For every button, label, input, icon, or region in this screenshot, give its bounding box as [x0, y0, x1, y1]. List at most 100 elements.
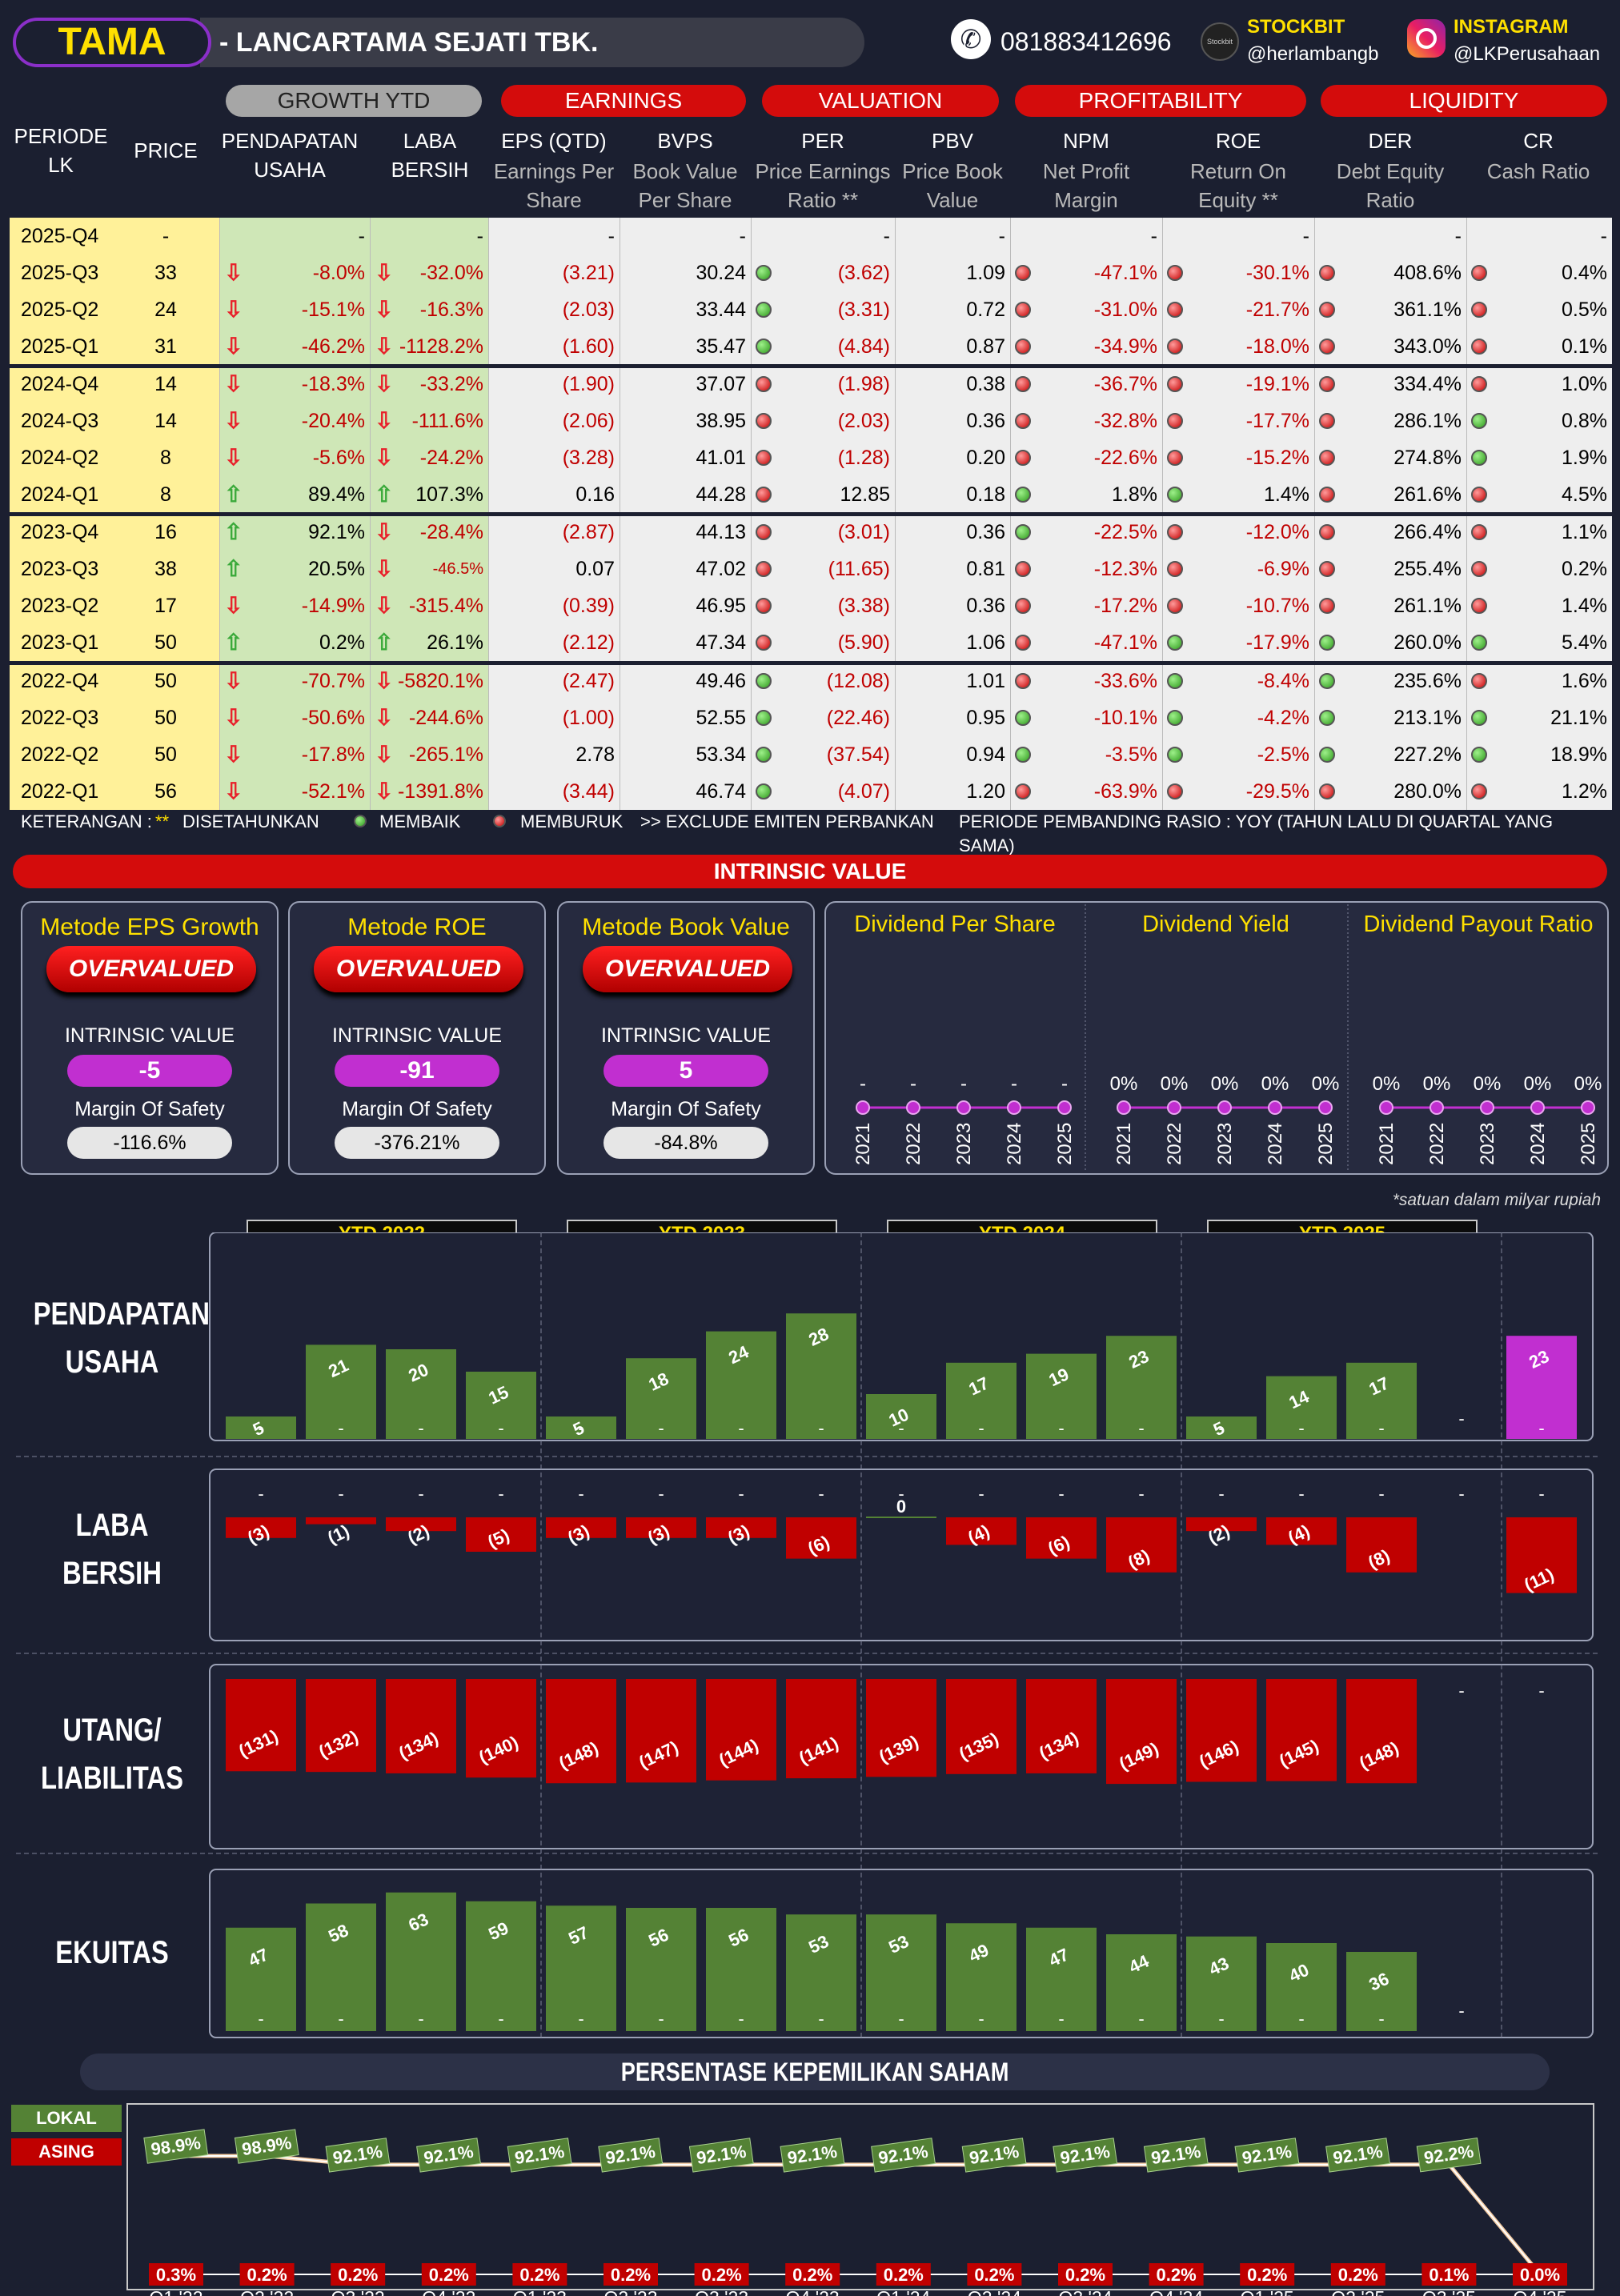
asing-label: 0.2%	[247, 2265, 287, 2285]
red-dot-icon	[1167, 265, 1183, 281]
bar-dash-label: -	[1538, 1418, 1544, 1438]
red-dot-icon	[1167, 376, 1183, 392]
red-dot-icon	[1319, 487, 1335, 503]
quarter-label: Q1 '22	[149, 2287, 202, 2296]
lokal-label: 98.9%	[234, 2129, 299, 2164]
green-dot-icon	[756, 673, 772, 689]
netincome-bar	[1266, 1517, 1337, 1545]
revenue-bar	[306, 1344, 376, 1439]
legend-memburuk: MEMBURUK	[520, 811, 624, 831]
row-pbv: 0.18	[895, 476, 1010, 513]
lokal-label: 92.1%	[961, 2138, 1027, 2173]
row-der: 213.1%	[1314, 699, 1466, 736]
row-cr: 1.4%	[1466, 587, 1612, 624]
legend-membaik: MEMBAIK	[379, 811, 461, 831]
legend-periode: PERIODE PEMBANDING RASIO : YOY (TAHUN LA…	[959, 811, 1554, 855]
row-per: (3.01)	[751, 514, 895, 551]
section-laba: LABA BERSIH	[34, 1501, 191, 1597]
arrow-down-icon: ⇩	[375, 297, 394, 322]
whatsapp-icon: ✆	[951, 19, 991, 59]
red-dot-icon	[1471, 561, 1487, 577]
mos-label: Margin Of Safety	[74, 1098, 225, 1120]
lokal-label: 92.1%	[507, 2138, 572, 2173]
section-laba-label: LABA BERSIH	[62, 1508, 162, 1591]
red-dot-icon	[1015, 598, 1031, 614]
dividend-value: -	[860, 1073, 866, 1095]
ownership-title-bar: PERSENTASE KEPEMILIKAN SAHAM	[80, 2054, 1550, 2090]
liability-bar	[706, 1679, 776, 1781]
row-bvps: 30.24	[620, 254, 751, 291]
table-row: 2023-Q4 16 92.1% ⇧ -28.4% ⇩ (2.87) 44.13 (3.01) 0…	[10, 514, 1612, 551]
row-price: 14	[112, 366, 219, 403]
asing-label: 0.2%	[338, 2265, 378, 2285]
asing-label: 0.0%	[1520, 2265, 1560, 2285]
row-price: 8	[112, 476, 219, 513]
row-period: 2023-Q4	[10, 514, 112, 551]
bar-value-label: 0	[896, 1497, 906, 1517]
row-eps: (3.44)	[488, 773, 620, 810]
liability-bar	[946, 1679, 1017, 1774]
bar-dash-label: -	[1538, 1484, 1544, 1504]
arrow-up-icon: ⇧	[224, 482, 243, 507]
dividend-value: -	[960, 1073, 967, 1095]
col-roe: ROE	[1215, 129, 1261, 153]
section-pendapatan-label: PENDAPATAN USAHA	[33, 1296, 211, 1380]
row-cr: 1.9%	[1466, 439, 1612, 476]
arrow-down-icon: ⇩	[375, 742, 394, 767]
asing-label-bg	[876, 2263, 931, 2286]
row-growth-net: -33.2%	[370, 366, 488, 403]
lokal-label: 92.1%	[1325, 2138, 1390, 2173]
table-row: 2023-Q2 17 -14.9% ⇩ -315.4% ⇩ (0.39) 46.95 (3.38…	[10, 587, 1612, 624]
row-bvps: 49.46	[620, 663, 751, 699]
dividend-point	[956, 1100, 971, 1115]
arrow-down-icon: ⇩	[375, 445, 394, 470]
row-der: 334.4%	[1314, 366, 1466, 403]
year-separator	[10, 661, 1612, 665]
dividend-panel	[824, 901, 1609, 1175]
row-bvps: 47.02	[620, 551, 751, 587]
row-price: 8	[112, 439, 219, 476]
legend-asing: ASING	[11, 2138, 122, 2166]
lokal-label: 92.1%	[416, 2138, 481, 2173]
method-name: Metode EPS Growth	[40, 914, 259, 940]
row-period: 2025-Q2	[10, 291, 112, 328]
col-roe-sub: Return On Equity **	[1190, 159, 1286, 212]
row-roe: -18.0%	[1162, 328, 1314, 365]
arrow-down-icon: ⇩	[375, 519, 394, 544]
group-growth-ytd: GROWTH YTD	[226, 85, 482, 117]
row-price: 50	[112, 736, 219, 773]
lokal-label: 92.1%	[780, 2138, 845, 2173]
row-pbv: 0.38	[895, 366, 1010, 403]
row-bvps: 52.55	[620, 699, 751, 736]
mos-value: -376.21%	[335, 1127, 499, 1159]
row-cr: 1.2%	[1466, 773, 1612, 810]
iv-label: INTRINSIC VALUE	[331, 1024, 503, 1047]
arrow-up-icon: ⇧	[224, 556, 243, 581]
row-bvps: 44.13	[620, 514, 751, 551]
liability-bar	[1186, 1679, 1257, 1782]
bar-dash-label: -	[738, 1484, 744, 1504]
quarter-label: Q1 '24	[876, 2287, 930, 2296]
green-dot-icon	[1319, 747, 1335, 763]
row-growth-rev: 92.1%	[219, 514, 370, 551]
row-per: (12.08)	[751, 663, 895, 699]
table-row: 2025-Q1 31 -46.2% ⇩ -1128.2% ⇩ (1.60) 35.47 (4.8…	[10, 328, 1612, 365]
revenue-bar	[1506, 1336, 1577, 1439]
row-cr: 21.1%	[1466, 699, 1612, 736]
green-dot-icon	[1167, 487, 1183, 503]
bar-dash-label: -	[818, 1418, 824, 1438]
bar-dash-label: -	[898, 2009, 904, 2029]
equity-bar	[1266, 1943, 1337, 2031]
revenue-bar	[626, 1358, 696, 1439]
red-dot-icon	[493, 815, 506, 827]
row-npm: -34.9%	[1010, 328, 1162, 365]
dividend-point	[1167, 1100, 1181, 1115]
dividend-year: 2023	[1214, 1123, 1236, 1165]
dividend-year: 2025	[1315, 1123, 1337, 1165]
stockbit-label: STOCKBIT	[1247, 16, 1345, 38]
arrow-down-icon: ⇩	[224, 260, 243, 285]
dividend-value: 0%	[1373, 1073, 1401, 1095]
row-bvps: 37.07	[620, 366, 751, 403]
method-name: Metode ROE	[347, 914, 487, 940]
row-cr: 0.1%	[1466, 328, 1612, 365]
